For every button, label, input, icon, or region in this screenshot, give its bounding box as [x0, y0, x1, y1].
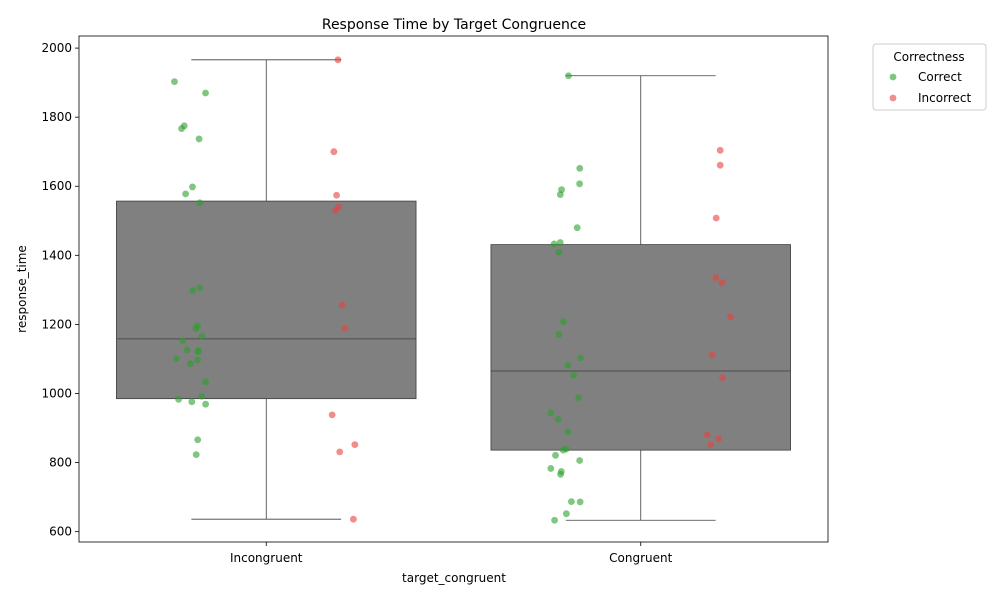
data-point-correct	[565, 72, 572, 80]
data-point-correct	[198, 392, 206, 400]
data-point-correct	[198, 332, 206, 340]
data-point-incorrect	[334, 56, 342, 64]
data-point-incorrect	[715, 435, 722, 443]
x-axis-label: target_congruent	[402, 571, 506, 585]
data-point-incorrect	[718, 279, 726, 287]
data-point-correct	[202, 378, 209, 386]
data-point-correct	[179, 337, 187, 345]
y-axis: 600 800 1000 1200 1400 1600 1800 2000	[41, 41, 79, 539]
data-point-correct	[557, 470, 564, 478]
data-point-correct	[551, 516, 558, 524]
data-point-correct	[570, 371, 577, 379]
data-point-correct	[202, 400, 210, 408]
data-point-incorrect	[716, 161, 724, 169]
data-point-correct	[576, 498, 584, 506]
data-point-correct	[554, 415, 562, 423]
legend-title: Correctness	[893, 50, 964, 64]
data-point-incorrect	[336, 448, 344, 456]
data-point-incorrect	[727, 313, 734, 321]
data-point-correct	[194, 356, 201, 364]
data-point-incorrect	[328, 411, 336, 419]
data-point-correct	[562, 510, 570, 518]
data-point-correct	[567, 498, 575, 505]
y-tick-label: 1400	[41, 248, 72, 262]
data-point-correct	[196, 284, 204, 292]
data-point-incorrect	[338, 301, 346, 309]
data-point-correct	[576, 180, 584, 188]
data-point-correct	[564, 361, 572, 369]
data-point-correct	[178, 125, 185, 132]
data-point-correct	[189, 183, 196, 191]
legend: Correctness Correct Incorrect	[872, 43, 987, 111]
data-point-correct	[555, 331, 563, 338]
data-point-correct	[189, 287, 197, 294]
chart-title: Response Time by Target Congruence	[322, 17, 586, 33]
data-point-correct	[547, 409, 555, 417]
plot-area	[116, 56, 791, 524]
data-point-incorrect	[712, 274, 720, 282]
data-point-correct	[175, 395, 183, 403]
data-point-correct	[564, 428, 572, 436]
data-point-incorrect	[708, 351, 716, 359]
data-point-correct	[556, 191, 564, 198]
data-point-incorrect	[716, 146, 724, 154]
data-point-incorrect	[703, 431, 711, 439]
data-point-correct	[196, 199, 204, 207]
x-tick-label: Incongruent	[230, 551, 303, 565]
y-tick-label: 1200	[41, 317, 72, 331]
data-point-incorrect	[712, 214, 720, 222]
plot-frame	[78, 35, 829, 543]
data-point-correct	[547, 465, 555, 472]
data-point-incorrect	[341, 324, 349, 332]
data-point-correct	[560, 318, 567, 326]
legend-marker-correct	[889, 73, 897, 81]
y-tick-label: 800	[49, 456, 72, 470]
data-point-correct	[172, 355, 180, 362]
data-point-correct	[550, 240, 558, 248]
y-tick-label: 2000	[41, 41, 72, 55]
data-point-incorrect	[332, 207, 339, 214]
data-point-correct	[576, 457, 584, 464]
legend-label-incorrect: Incorrect	[918, 91, 971, 105]
data-point-correct	[183, 346, 191, 354]
data-point-incorrect	[330, 148, 338, 156]
y-tick-label: 1800	[41, 110, 72, 124]
y-tick-label: 1600	[41, 179, 72, 193]
y-axis-label: response_time	[15, 245, 29, 333]
data-point-incorrect	[707, 441, 715, 449]
data-point-correct	[577, 354, 584, 362]
data-point-correct	[192, 325, 200, 332]
box-congruent	[490, 244, 791, 451]
data-point-correct	[573, 224, 581, 232]
data-point-correct	[186, 360, 194, 368]
x-tick-label: Congruent	[609, 551, 672, 565]
y-tick-label: 600	[49, 525, 72, 539]
data-point-correct	[194, 348, 202, 356]
data-point-correct	[555, 248, 563, 256]
box-incongruent	[116, 200, 417, 400]
data-point-incorrect	[333, 191, 340, 199]
legend-label-correct: Correct	[918, 70, 962, 84]
data-point-correct	[192, 451, 200, 459]
data-point-correct	[559, 446, 567, 454]
data-point-incorrect	[719, 374, 727, 381]
x-axis: Incongruent Congruent	[230, 542, 673, 565]
y-tick-label: 1000	[41, 386, 72, 400]
legend-marker-incorrect	[889, 94, 897, 102]
data-point-correct	[194, 436, 202, 444]
data-point-correct	[576, 164, 584, 172]
data-point-correct	[188, 398, 196, 406]
data-point-correct	[182, 190, 189, 198]
data-point-incorrect	[349, 515, 357, 523]
data-point-correct	[195, 135, 203, 143]
data-point-correct	[556, 239, 564, 246]
legend-frame	[872, 43, 987, 111]
data-point-correct	[552, 451, 559, 459]
data-point-incorrect	[351, 441, 359, 448]
data-point-correct	[171, 78, 178, 85]
data-point-correct	[202, 89, 209, 97]
data-point-correct	[575, 394, 582, 402]
